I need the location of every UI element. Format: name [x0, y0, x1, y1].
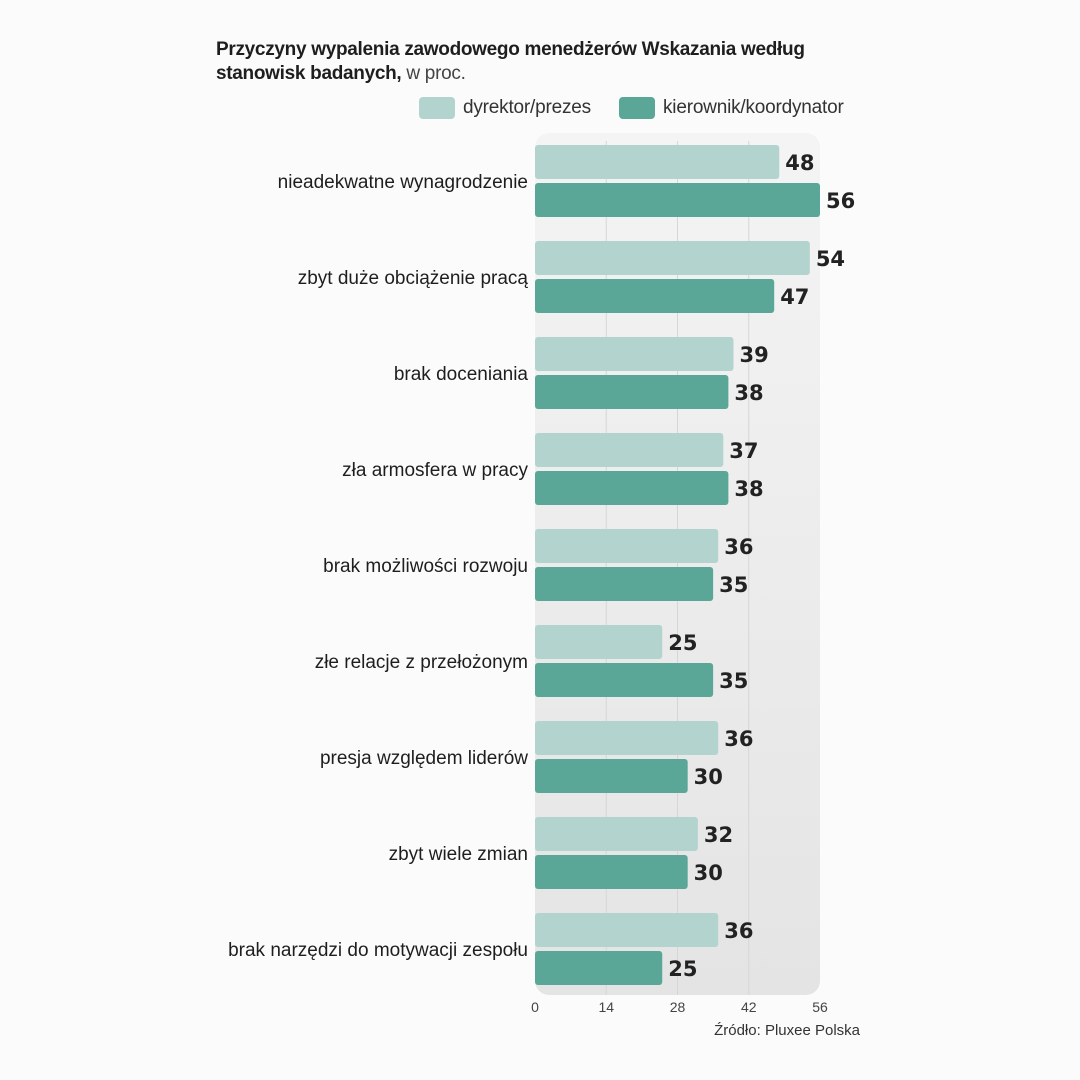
bar-kierownik — [535, 951, 663, 985]
bar-dyrektor — [535, 433, 724, 467]
category-label: nieadekwatne wynagrodzenie — [278, 172, 528, 193]
chart-title-unit: w proc. — [406, 63, 466, 84]
x-tick-label: 0 — [531, 999, 539, 1015]
value-label: 25 — [668, 957, 697, 981]
bar-kierownik — [535, 759, 688, 793]
value-label: 38 — [734, 477, 763, 501]
category-label: presja względem liderów — [320, 748, 528, 769]
x-tick-label: 28 — [670, 999, 686, 1015]
category-label: zbyt wiele zmian — [389, 844, 528, 865]
value-label: 39 — [739, 343, 768, 367]
legend-swatch-dark — [619, 97, 655, 119]
bar-dyrektor — [535, 721, 719, 755]
bar-dyrektor — [535, 625, 663, 659]
bar-kierownik — [535, 471, 729, 505]
bar-kierownik — [535, 183, 820, 217]
bar-dyrektor — [535, 241, 810, 275]
value-label: 35 — [719, 573, 748, 597]
bar-dyrektor — [535, 817, 698, 851]
bar-kierownik — [535, 567, 714, 601]
legend-item-kierownik: kierownik/koordynator — [619, 95, 844, 121]
bar-kierownik — [535, 279, 775, 313]
category-label: złe relacje z przełożonym — [315, 652, 528, 673]
value-label: 30 — [694, 861, 723, 885]
value-label: 56 — [826, 189, 855, 213]
x-tick-label: 14 — [598, 999, 614, 1015]
value-label: 25 — [668, 631, 697, 655]
labels-group: nieadekwatne wynagrodzenie 48 56 zbyt duże … — [228, 151, 855, 981]
value-label: 47 — [780, 285, 809, 309]
legend-item-dyrektor: dyrektor/prezes — [419, 95, 591, 121]
x-axis-ticks: 0 14 28 42 56 — [531, 999, 828, 1015]
legend-label-dyrektor: dyrektor/prezes — [463, 97, 591, 118]
value-label: 36 — [724, 535, 753, 559]
bar-kierownik — [535, 855, 688, 889]
bar-kierownik — [535, 663, 714, 697]
value-label: 30 — [694, 765, 723, 789]
category-label: zbyt duże obciążenie pracą — [298, 268, 529, 289]
category-label: brak narzędzi do motywacji zespołu — [228, 940, 528, 961]
value-label: 54 — [816, 247, 845, 271]
value-label: 35 — [719, 669, 748, 693]
bar-dyrektor — [535, 529, 719, 563]
x-tick-label: 56 — [812, 999, 828, 1015]
x-tick-label: 42 — [741, 999, 757, 1015]
chart-title: Przyczyny wypalenia zawodowego menedżeró… — [216, 38, 856, 86]
bars-group — [535, 145, 820, 985]
value-label: 37 — [729, 439, 758, 463]
value-label: 32 — [704, 823, 733, 847]
category-label: brak możliwości rozwoju — [323, 556, 528, 577]
legend-label-kierownik: kierownik/koordynator — [663, 97, 844, 118]
chart-title-main: Przyczyny wypalenia zawodowego menedżeró… — [216, 39, 805, 84]
bar-dyrektor — [535, 913, 719, 947]
value-label: 38 — [734, 381, 763, 405]
value-label: 36 — [724, 919, 753, 943]
value-label: 48 — [785, 151, 814, 175]
bar-dyrektor — [535, 145, 780, 179]
category-label: brak doceniania — [394, 364, 529, 385]
category-label: zła armosfera w pracy — [342, 460, 528, 481]
value-label: 36 — [724, 727, 753, 751]
bar-dyrektor — [535, 337, 734, 371]
legend-swatch-light — [419, 97, 455, 119]
bar-kierownik — [535, 375, 729, 409]
source-note: Źródło: Pluxee Polska — [714, 1022, 860, 1039]
